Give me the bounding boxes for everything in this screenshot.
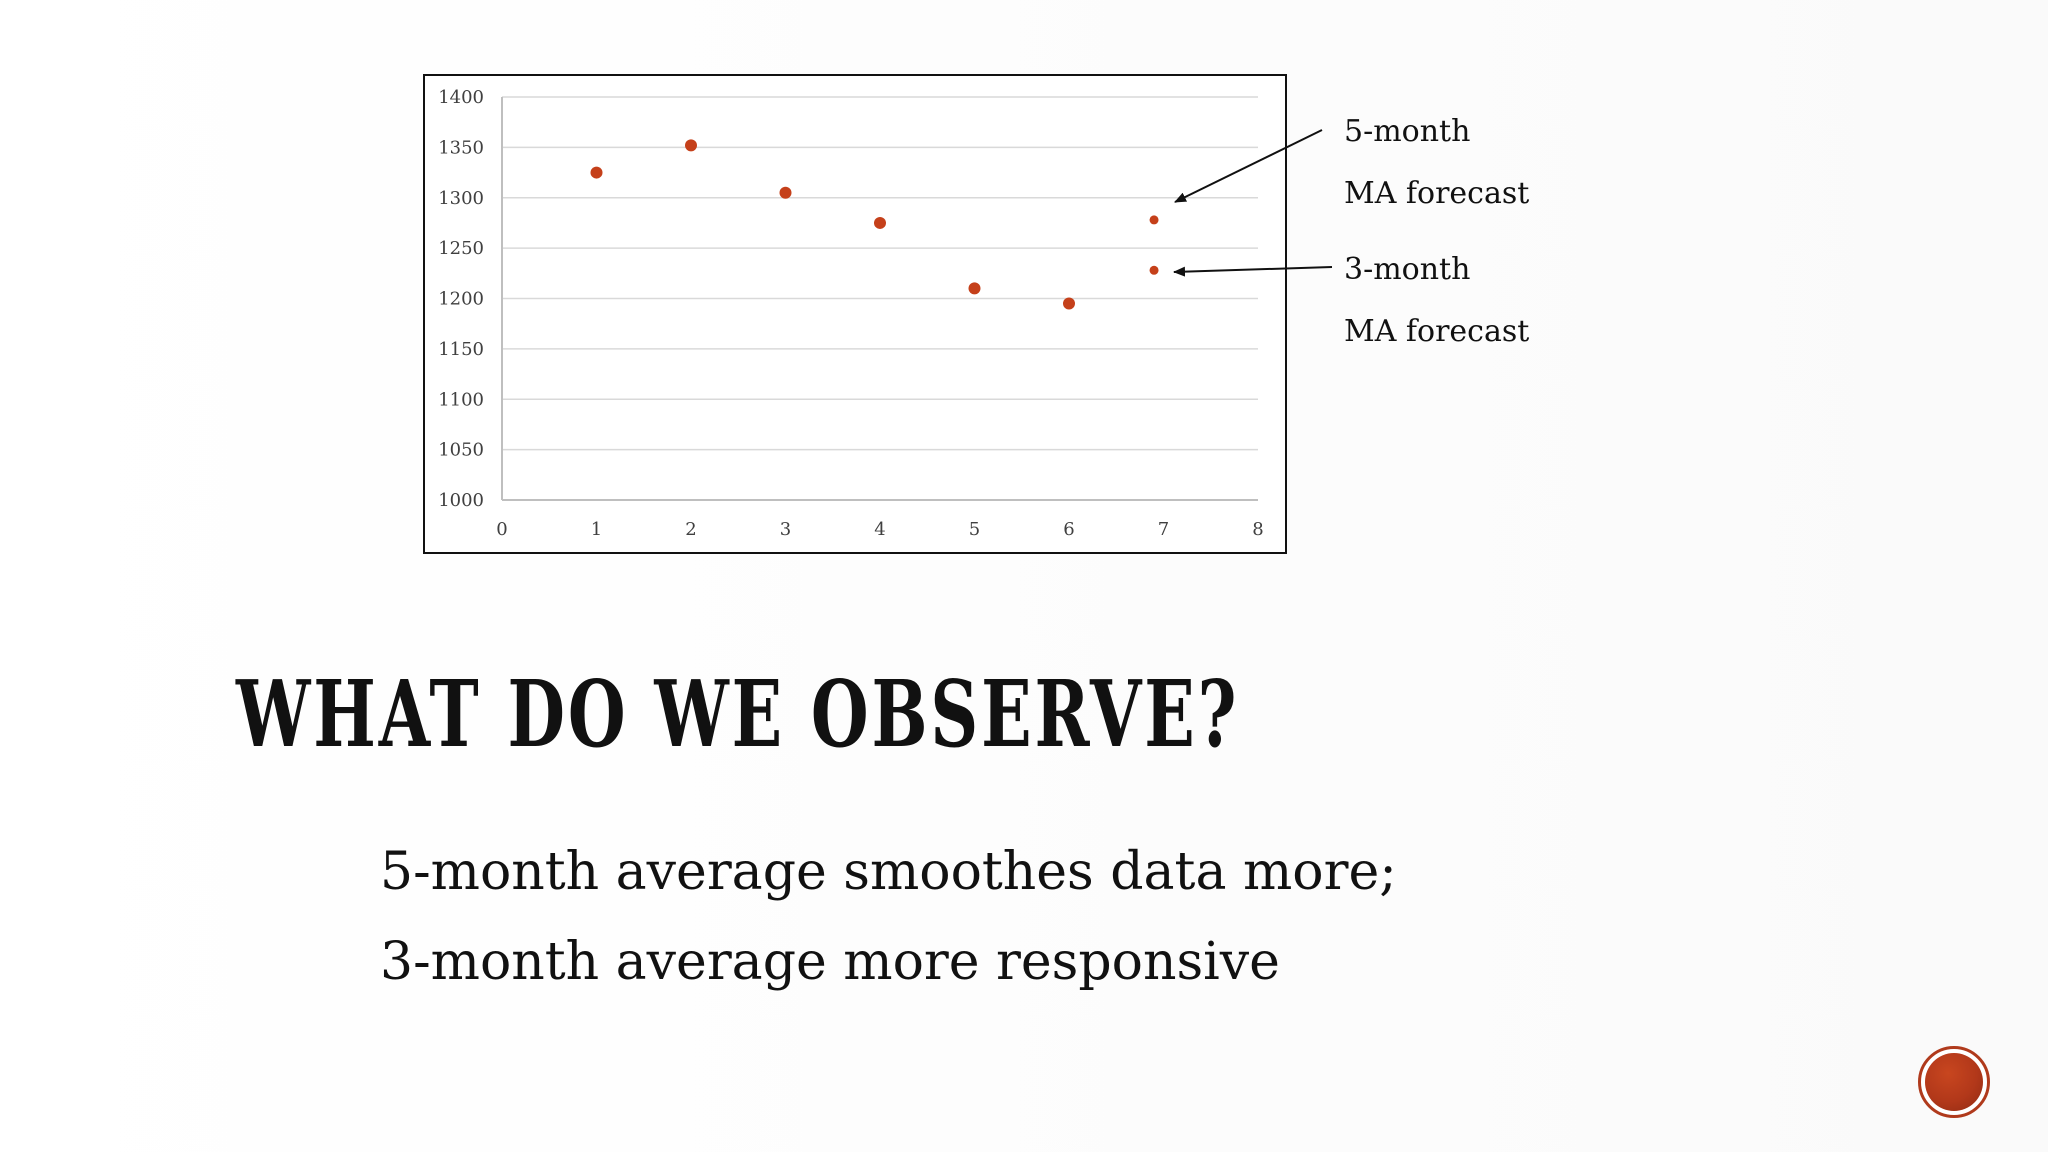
y-tick-label: 1200 [438, 289, 484, 310]
three-month-label: 3-month [1344, 252, 1471, 287]
data-point [590, 166, 603, 179]
next-slide-button[interactable] [1918, 1046, 1990, 1118]
body-line-1: 5-month average smoothes data more; [380, 842, 1397, 902]
x-tick-label: 4 [874, 519, 885, 540]
next-slide-button-fill [1925, 1053, 1983, 1111]
chart-frame [423, 74, 1287, 554]
x-tick-label: 6 [1063, 519, 1074, 540]
y-tick-label: 1400 [438, 87, 484, 108]
data-points [590, 139, 1159, 310]
y-tick-label: 1050 [438, 440, 484, 461]
x-tick-label: 5 [969, 519, 980, 540]
x-tick-label: 2 [685, 519, 696, 540]
body-line-2: 3-month average more responsive [380, 932, 1280, 992]
x-tick-label: 8 [1252, 519, 1263, 540]
y-tick-label: 1000 [438, 490, 484, 511]
data-point [779, 186, 792, 199]
x-tick-label: 0 [496, 519, 507, 540]
five-month-label: 5-month [1344, 114, 1471, 149]
five-month-sublabel: MA forecast [1344, 176, 1530, 211]
data-point [1063, 297, 1075, 310]
forecast-point-5-month [1149, 215, 1159, 225]
forecast-point-3-month [1149, 265, 1159, 275]
data-point [968, 282, 981, 295]
y-tick-label: 1150 [438, 339, 484, 360]
data-point [874, 216, 886, 229]
data-point [685, 139, 697, 152]
y-tick-label: 1300 [438, 188, 484, 209]
axes [501, 97, 1258, 501]
y-tick-labels: 1000 1050 1100 1150 1200 1250 1300 1350 1400 [438, 87, 484, 511]
y-tick-label: 1350 [438, 137, 484, 158]
x-tick-label: 7 [1158, 519, 1169, 540]
annotation-arrows [1173, 129, 1333, 277]
five-month-arrow [1174, 129, 1323, 203]
three-month-arrow [1173, 266, 1333, 277]
slide-title: WHAT DO WE OBSERVE? [236, 660, 1240, 768]
y-tick-label: 1250 [438, 238, 484, 259]
x-tick-label: 1 [591, 519, 602, 540]
x-tick-label: 3 [780, 519, 791, 540]
x-tick-labels: 0 1 2 3 4 5 6 7 8 [496, 519, 1263, 540]
y-tick-label: 1100 [438, 389, 484, 410]
gridlines [502, 96, 1258, 451]
three-month-sublabel: MA forecast [1344, 314, 1530, 349]
